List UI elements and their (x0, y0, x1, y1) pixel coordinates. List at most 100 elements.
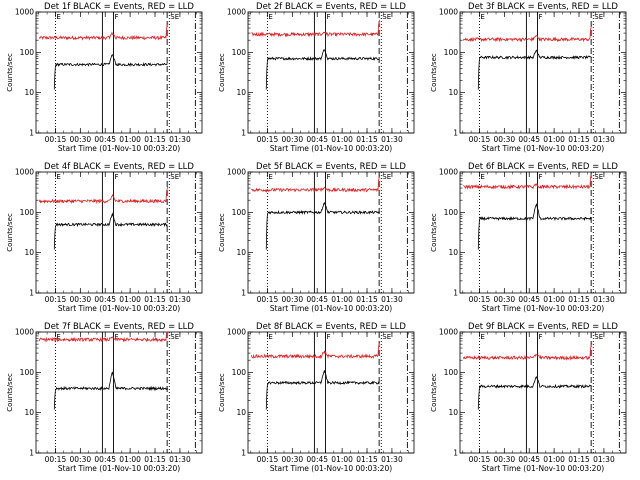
x-tick-label: 00:45 (306, 295, 328, 304)
plot-frame (459, 11, 627, 134)
series-events-line (265, 201, 380, 250)
panel-title: Det 8f BLACK = Events, RED = LLD (256, 322, 406, 332)
x-tick-label: 01:00 (119, 295, 141, 304)
x-axis-label: Start Time (01-Nov-10 00:03:20) (58, 304, 180, 313)
series-lld-line (251, 175, 381, 193)
x-tick-label: 00:45 (94, 295, 116, 304)
x-tick-label: 01:15 (568, 135, 590, 144)
marker-label: E (480, 333, 484, 341)
series-events-line (265, 49, 380, 90)
x-tick-label: 00:15 (469, 135, 491, 144)
series-lld-line (251, 19, 381, 38)
y-tick-label: 10 (24, 88, 34, 97)
y-tick-label: 100 (444, 208, 459, 217)
plot-frame (247, 171, 415, 294)
marker-label: E (268, 13, 272, 21)
x-tick-label: 01:30 (381, 295, 403, 304)
x-tick-label: 01:15 (144, 295, 166, 304)
series-events-line (53, 371, 168, 410)
marker-label: SE (594, 13, 603, 21)
x-tick-label: 00:30 (494, 295, 516, 304)
x-axis-label: Start Time (01-Nov-10 00:03:20) (270, 464, 392, 473)
x-tick-label: 01:30 (593, 135, 615, 144)
panel-title: Det 1f BLACK = Events, RED = LLD (44, 2, 194, 12)
y-tick-label: 100 (232, 208, 247, 217)
x-tick-label: 01:00 (331, 455, 353, 464)
x-tick-label: 00:45 (306, 455, 328, 464)
x-tick-label: 01:15 (356, 455, 378, 464)
y-tick-label: 100 (444, 368, 459, 377)
y-tick-label: 100 (20, 48, 35, 57)
x-tick-label: 01:30 (593, 455, 615, 464)
y-tick-label: 100 (232, 48, 247, 57)
x-tick-label: 00:45 (306, 135, 328, 144)
y-tick-label: 1 (241, 449, 246, 458)
y-tick-label: 1 (453, 289, 458, 298)
panel-title: Det 3f BLACK = Events, RED = LLD (468, 2, 618, 12)
panel-7: Det 7f BLACK = Events, RED = LLD 1 10 100 10… (6, 322, 203, 473)
y-axis-label: Counts/sec (218, 213, 226, 252)
panel-title: Det 6f BLACK = Events, RED = LLD (468, 162, 618, 172)
x-axis-label: Start Time (01-Nov-10 00:03:20) (270, 304, 392, 313)
x-tick-label: 00:30 (282, 295, 304, 304)
x-tick-label: 01:30 (381, 135, 403, 144)
marker-label: E (56, 333, 60, 341)
marker-label: F (539, 173, 543, 181)
marker-label: F (327, 333, 331, 341)
marker-label: SE (170, 333, 179, 341)
y-axis-label: Counts/sec (430, 213, 438, 252)
y-axis-label: Counts/sec (430, 53, 438, 92)
y-axis-label: Counts/sec (6, 53, 14, 92)
y-axis-label: Counts/sec (218, 53, 226, 92)
plot-frame (35, 171, 203, 294)
y-tick-label: 100 (232, 368, 247, 377)
x-axis-label: Start Time (01-Nov-10 00:03:20) (482, 144, 604, 153)
series-lld-line (462, 24, 593, 43)
panel-1: Det 1f BLACK = Events, RED = LLD 1 10 100 10… (6, 2, 203, 153)
x-tick-label: 01:00 (543, 135, 565, 144)
y-tick-label: 1000 (227, 168, 246, 177)
x-tick-label: 01:00 (119, 455, 141, 464)
x-tick-label: 00:30 (70, 455, 92, 464)
y-tick-label: 100 (20, 208, 35, 217)
x-tick-label: 01:15 (568, 455, 590, 464)
series-events-line (53, 212, 168, 250)
marker-label: F (539, 333, 543, 341)
y-tick-label: 1000 (15, 328, 34, 337)
marker-label: SE (382, 333, 391, 341)
plot-frame (35, 331, 203, 454)
series-events-line (53, 53, 168, 90)
marker-label: E (268, 173, 272, 181)
x-tick-label: 00:30 (70, 135, 92, 144)
x-tick-label: 00:45 (94, 455, 116, 464)
x-tick-label: 00:15 (257, 455, 279, 464)
x-tick-label: 00:30 (282, 135, 304, 144)
panel-title: Det 4f BLACK = Events, RED = LLD (44, 162, 194, 172)
y-tick-label: 1 (241, 129, 246, 138)
y-tick-label: 10 (24, 248, 34, 257)
y-tick-label: 1 (241, 289, 246, 298)
marker-label: SE (382, 13, 391, 21)
x-tick-label: 00:30 (70, 295, 92, 304)
x-axis-label: Start Time (01-Nov-10 00:03:20) (482, 304, 604, 313)
series-lld-line (463, 172, 593, 190)
marker-label: F (327, 13, 331, 21)
marker-label: SE (594, 333, 603, 341)
y-tick-label: 10 (448, 408, 458, 417)
x-tick-label: 01:30 (381, 455, 403, 464)
panel-title: Det 7f BLACK = Events, RED = LLD (44, 322, 194, 332)
marker-label: E (268, 333, 272, 341)
series-lld-line (38, 186, 169, 205)
y-tick-label: 1000 (15, 8, 34, 17)
y-axis-label: Counts/sec (218, 373, 226, 412)
marker-label: F (115, 173, 119, 181)
marker-label: F (115, 333, 119, 341)
x-axis-label: Start Time (01-Nov-10 00:03:20) (482, 464, 604, 473)
x-tick-label: 01:15 (568, 295, 590, 304)
x-tick-label: 01:30 (593, 295, 615, 304)
x-tick-label: 01:00 (331, 295, 353, 304)
plot-frame (459, 171, 627, 294)
y-tick-label: 1 (453, 129, 458, 138)
panel-title: Det 2f BLACK = Events, RED = LLD (256, 2, 406, 12)
